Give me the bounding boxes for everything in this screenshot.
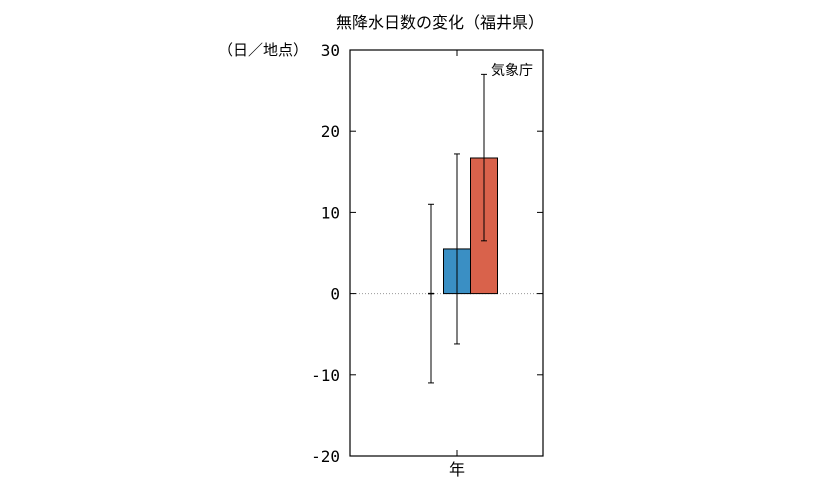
y-tick-label: 10	[321, 203, 340, 222]
chart-title: 無降水日数の変化（福井県）	[336, 13, 544, 32]
y-tick-label: 30	[321, 41, 340, 60]
y-tick-label: -20	[311, 447, 340, 466]
x-tick-label: 年	[449, 460, 465, 479]
y-tick-label: -10	[311, 366, 340, 385]
y-tick-label: 20	[321, 122, 340, 141]
plot-area: 30 20 10 0 -10 -20 年	[311, 41, 544, 479]
plot-frame	[349, 49, 544, 457]
y-axis-label: （日／地点）	[218, 41, 308, 59]
y-tick-label: 0	[330, 285, 340, 304]
source-label: 気象庁	[491, 63, 533, 79]
